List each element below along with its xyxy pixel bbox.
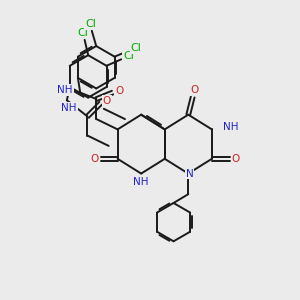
Text: Cl: Cl xyxy=(123,51,134,62)
Text: NH: NH xyxy=(57,85,73,95)
Text: NH: NH xyxy=(223,122,239,132)
Text: O: O xyxy=(232,154,240,164)
Text: O: O xyxy=(103,96,111,106)
Text: Cl: Cl xyxy=(78,28,88,38)
Text: N: N xyxy=(186,169,194,178)
Text: Cl: Cl xyxy=(85,19,96,29)
Text: O: O xyxy=(91,154,99,164)
Text: NH: NH xyxy=(133,177,148,188)
Text: O: O xyxy=(190,85,198,95)
Text: NH: NH xyxy=(61,103,77,113)
Text: Cl: Cl xyxy=(130,43,142,53)
Text: O: O xyxy=(115,86,123,96)
